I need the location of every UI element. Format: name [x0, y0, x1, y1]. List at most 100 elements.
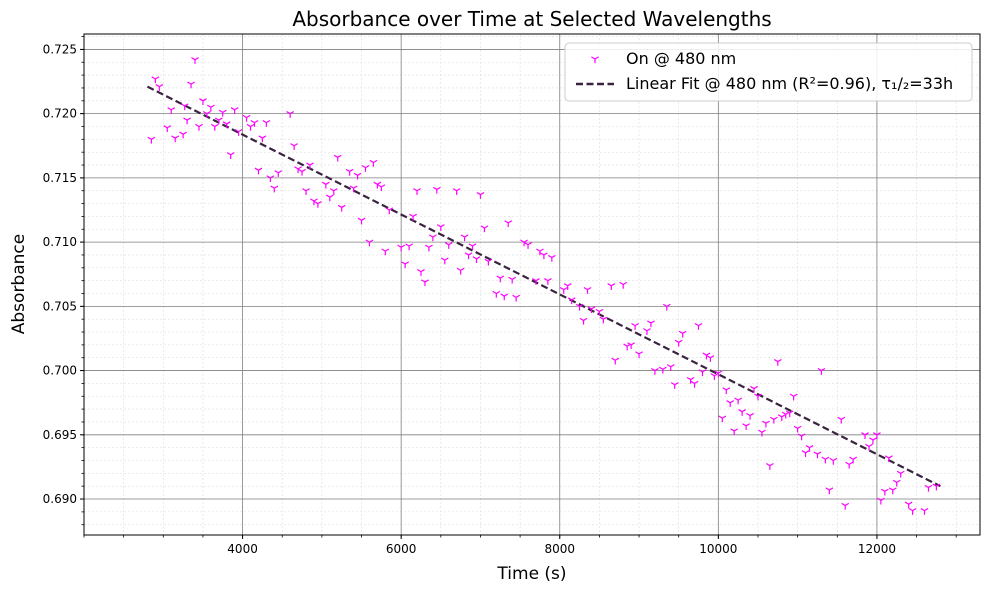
axis-ticks: 4000 6000 8000 10000 12000 0.690 0.695 0.700 0.7… — [43, 36, 957, 556]
data-point — [147, 136, 156, 144]
data-point — [206, 104, 215, 112]
x-tick-label: 8000 — [544, 542, 575, 556]
data-point — [674, 339, 683, 347]
data-point — [421, 279, 429, 287]
data-point — [619, 281, 628, 289]
data-point — [595, 308, 604, 316]
data-point — [710, 373, 719, 380]
data-point — [758, 429, 766, 437]
data-point — [357, 217, 366, 225]
x-tick-label: 10000 — [699, 542, 737, 556]
data-point — [607, 283, 616, 290]
data-point — [270, 185, 279, 193]
data-point — [730, 428, 739, 436]
data-point — [345, 168, 354, 176]
data-point — [250, 120, 259, 127]
data-point — [464, 252, 473, 260]
data-point — [662, 303, 671, 311]
data-point — [821, 456, 830, 464]
data-point — [179, 131, 188, 139]
data-point — [599, 316, 608, 324]
data-point — [769, 416, 778, 424]
data-point — [500, 293, 509, 301]
data-point — [765, 463, 774, 470]
data-point — [365, 239, 374, 247]
data-point — [440, 257, 449, 265]
data-point — [496, 275, 505, 283]
data-point — [536, 248, 544, 256]
data-point — [543, 278, 552, 285]
data-point — [647, 320, 655, 328]
y-tick-label: 0.710 — [43, 235, 77, 249]
data-point — [310, 198, 318, 206]
data-point — [896, 470, 905, 478]
data-point — [524, 242, 532, 249]
data-point — [575, 303, 584, 311]
data-point — [353, 172, 362, 180]
data-point — [306, 162, 314, 170]
legend-label-fit: Linear Fit @ 480 nm (R²=0.96), τ₁/₂=33h — [626, 74, 953, 93]
data-point — [690, 380, 699, 388]
data-point — [199, 98, 207, 105]
data-point — [290, 143, 299, 150]
legend: On @ 480 nm Linear Fit @ 480 nm (R²=0.96… — [564, 42, 973, 102]
data-point — [678, 330, 687, 338]
data-point — [369, 159, 378, 167]
data-point — [195, 123, 203, 131]
data-point — [444, 242, 453, 249]
data-point — [631, 322, 639, 330]
data-point — [797, 433, 806, 441]
data-point — [226, 152, 235, 159]
data-point — [242, 114, 251, 122]
data-point — [908, 507, 917, 515]
data-point — [817, 367, 826, 375]
data-point — [321, 181, 330, 189]
data-point — [329, 188, 338, 195]
legend-marker-shape — [591, 56, 599, 64]
data-point — [888, 487, 897, 495]
data-point — [920, 507, 929, 515]
data-point — [746, 412, 754, 420]
data-point — [813, 451, 822, 459]
data-point — [750, 385, 758, 393]
data-point — [873, 432, 881, 439]
data-point — [718, 415, 727, 423]
data-point — [385, 207, 394, 215]
plot-frame — [83, 33, 981, 536]
data-point — [579, 317, 588, 325]
x-tick-label: 12000 — [858, 542, 896, 556]
data-point — [627, 342, 636, 350]
data-point — [187, 81, 195, 89]
data-point — [436, 224, 445, 231]
data-point — [258, 135, 267, 143]
data-point — [246, 123, 255, 131]
data-point — [171, 135, 180, 143]
data-point — [932, 483, 941, 491]
data-point — [801, 450, 810, 457]
data-point — [432, 186, 441, 194]
data-point — [274, 170, 283, 177]
data-point — [333, 154, 342, 162]
data-point — [298, 168, 306, 176]
data-point — [222, 121, 231, 129]
y-tick-label: 0.725 — [43, 42, 77, 56]
data-point — [643, 328, 651, 335]
data-point — [722, 387, 731, 395]
data-point — [337, 204, 346, 212]
data-point — [651, 367, 659, 375]
data-point — [884, 455, 893, 463]
data-point — [397, 244, 406, 252]
data-point — [405, 243, 413, 251]
legend-box — [564, 42, 973, 102]
data-point — [754, 393, 762, 401]
data-point — [286, 111, 295, 118]
data-point — [611, 357, 620, 365]
data-point — [512, 294, 521, 302]
data-point — [191, 57, 199, 64]
fit-line — [146, 85, 941, 488]
data-point — [349, 185, 358, 193]
x-axis-title: Time (s) — [496, 564, 566, 584]
data-point — [694, 322, 703, 330]
data-point — [563, 283, 572, 290]
